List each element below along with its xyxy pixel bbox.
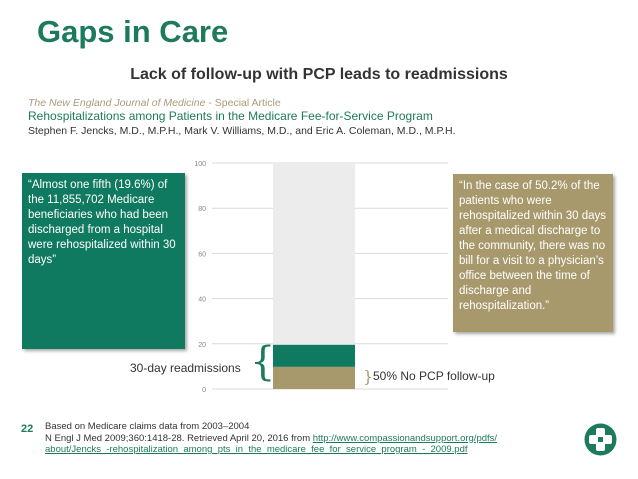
source-link-part-2[interactable]: about/Jencks_-rehospitalization_among_pt… — [45, 444, 468, 455]
citation-authors: Stephen F. Jencks, M.D., M.P.H., Mark V.… — [28, 125, 456, 137]
green-cross-logo-icon — [584, 423, 617, 456]
bar-segment-0 — [273, 366, 355, 389]
source-line-2: N Engl J Med 2009;360:1418-28. Retrieved… — [45, 433, 497, 445]
citation-journal: The New England Journal of Medicine - Sp… — [28, 97, 281, 109]
bar-segment-1 — [273, 344, 355, 367]
page-number: 22 — [21, 423, 34, 435]
source-footnote: Based on Medicare claims data from 2003–… — [45, 421, 497, 456]
y-tick-label: 0 — [202, 387, 206, 394]
callout-right: “In the case of 50.2% of the patients wh… — [453, 174, 613, 332]
page-title: Gaps in Care — [37, 14, 229, 49]
y-tick-label: 60 — [198, 251, 206, 258]
source-line-3: about/Jencks_-rehospitalization_among_pt… — [45, 444, 497, 456]
y-tick-label: 80 — [198, 206, 206, 213]
y-tick-label: 40 — [198, 297, 206, 304]
page-subtitle: Lack of follow-up with PCP leads to read… — [130, 66, 508, 83]
no-pcp-label: 50% No PCP follow-up — [373, 369, 495, 383]
callout-left: “Almost one fifth (19.6%) of the 11,855,… — [22, 173, 185, 349]
journal-suffix: - Special Article — [205, 97, 281, 109]
citation-article-title: Rehospitalizations among Patients in the… — [28, 109, 433, 123]
left-brace-icon: { — [250, 339, 276, 385]
journal-name: The New England Journal of Medicine — [28, 97, 206, 109]
source-link-part-1[interactable]: http://www.compassionandsupport.org/pdfs… — [312, 432, 498, 444]
readmissions-label: 30-day readmissions — [130, 361, 241, 375]
bar-segment-2 — [273, 163, 355, 345]
right-brace-icon: } — [363, 367, 374, 386]
y-tick-label: 20 — [198, 342, 206, 349]
y-tick-label: 100 — [194, 161, 206, 168]
source-line-2-prefix: N Engl J Med 2009;360:1418-28. Retrieved… — [45, 432, 313, 444]
source-line-1: Based on Medicare claims data from 2003–… — [45, 421, 250, 432]
